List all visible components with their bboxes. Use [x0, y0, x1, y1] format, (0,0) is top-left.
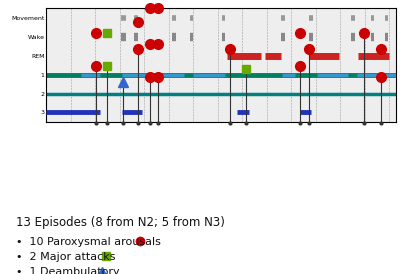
Text: •  2 Major attacks: • 2 Major attacks	[16, 252, 116, 262]
Text: •  10 Paroxysmal arousals: • 10 Paroxysmal arousals	[16, 237, 161, 247]
Text: •  1 Deambulatory: • 1 Deambulatory	[16, 267, 120, 274]
Text: 13 Episodes (8 from N2; 5 from N3): 13 Episodes (8 from N2; 5 from N3)	[16, 216, 225, 229]
